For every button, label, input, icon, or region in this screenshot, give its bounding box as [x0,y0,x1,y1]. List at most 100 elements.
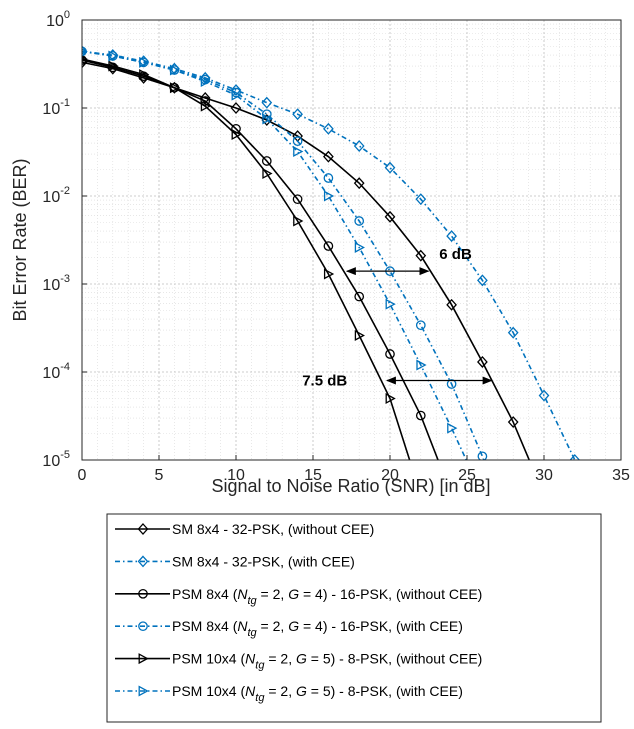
series-2-point [446,230,457,243]
legend-triangle-marker [138,685,149,697]
series-2-point [323,122,334,135]
series-6-point [416,359,427,371]
series-5-line [82,58,411,460]
y-tick-label: 10-3 [42,273,70,294]
x-tick-label: 0 [78,467,87,484]
series-1-point [507,416,519,429]
series-4-point [415,320,426,331]
series-3-point [231,123,241,134]
series-6-point [293,146,304,158]
plot-background [82,20,621,460]
series-1-point [384,210,396,223]
series-2-line [82,50,576,460]
series-2-point [415,193,427,206]
x-tick-label: 15 [304,467,322,484]
legend-label: PSM 10x4 (Ntg = 2, G = 5) - 8-PSK, (with… [172,651,482,672]
series-6-point [139,56,150,68]
legend: SM 8x4 - 32-PSK, (without CEE) SM 8x4 - 3… [106,513,602,723]
x-tick-label: 5 [155,467,164,484]
series-6-point [323,190,335,202]
annotation-label-2: 7.5 dB [302,373,347,390]
legend-entry-6: PSM 10x4 (Ntg = 2, G = 5) - 8-PSK, (with… [115,683,463,704]
series-2-point [230,84,242,97]
series-5-point [200,100,211,112]
series-1-point [477,356,488,368]
series-2-point [569,454,581,460]
series-2-point [384,161,396,174]
legend-circle-marker [138,621,148,632]
series-layer [82,45,581,460]
legend-entry-2: SM 8x4 - 32-PSK, (with CEE) [115,553,355,569]
plot-frame [81,19,622,461]
series-4-point [477,451,488,460]
series-3-point [261,156,272,166]
series-4-point [323,173,334,183]
series-5-point [323,268,335,280]
y-tick-label: 10-2 [42,185,70,206]
series-2-point [82,45,88,58]
series-1-point [323,150,334,163]
x-tick-label: 25 [458,467,476,484]
series-6-point [200,76,211,87]
legend-label: PSM 8x4 (Ntg = 2, G = 4) - 16-PSK, (with… [172,618,463,639]
series-2-point [292,108,303,121]
series-2-point [477,274,488,287]
series-5-point [169,82,181,94]
legend-label: PSM 8x4 (Ntg = 2, G = 4) - 16-PSK, (with… [172,586,482,607]
x-axis-label: Signal to Noise Ratio (SNR) [in dB] [211,476,490,496]
annotation-label-1: 6 dB [439,246,472,263]
annotation-layer: 6 dB 7.5 dB [302,246,493,390]
series-4-line [82,50,485,460]
x-tick-label: 35 [612,467,630,484]
legend-diamond-marker [137,555,149,568]
x-tick-label: 10 [227,467,245,484]
legend-entry-5: PSM 10x4 (Ntg = 2, G = 5) - 8-PSK, (with… [115,651,482,672]
series-6-point [231,89,242,101]
y-axis-label: Bit Error Rate (BER) [10,158,30,321]
legend-diamond-marker [137,523,149,535]
series-1-point [199,92,211,104]
legend-entry-3: PSM 8x4 (Ntg = 2, G = 4) - 16-PSK, (with… [115,586,482,607]
series-4-point [292,136,303,147]
series-3-point [415,410,426,421]
series-5 [82,55,411,460]
legend-label: SM 8x4 - 32-PSK, (without CEE) [172,521,374,537]
series-1-point [230,102,242,114]
series-3-point [292,194,303,205]
axis-ticks: 0 5 10 15 20 25 30 35 100 10-1 10-2 10-3 10-4 10-5 [42,9,630,484]
series-2-point [261,96,273,109]
series-1-point [446,298,457,311]
legend-circle-marker [138,588,148,599]
series-1-point [415,249,427,262]
series-6-point [354,241,365,253]
series-3-point [385,349,395,359]
series-4-point [354,216,365,226]
x-tick-label: 20 [381,467,399,484]
y-tick-label: 10-4 [42,361,70,382]
legend-box [106,513,602,723]
series-5-point [139,69,150,81]
series-2-point [507,326,519,339]
series-6-point [385,298,396,310]
y-tick-label: 10-5 [42,449,70,470]
legend-label: SM 8x4 - 32-PSK, (with CEE) [172,553,355,569]
series-5-point [385,393,396,404]
series-6-point [447,422,458,434]
series-5-point [293,215,304,227]
series-2-point [538,389,550,402]
series-6-point [262,113,273,125]
series-1-point [353,177,365,190]
series-3-point [354,291,365,302]
legend-triangle-marker [138,653,149,665]
y-tick-label: 100 [46,9,70,30]
legend-label: PSM 10x4 (Ntg = 2, G = 5) - 8-PSK, (with… [172,683,463,704]
series-5-point [108,60,119,72]
y-tick-label: 10-1 [42,97,70,118]
series-3-point [323,241,334,251]
series-2-point [353,140,365,152]
series-5-point [262,168,273,180]
series-5-point [354,329,365,341]
legend-entry-4: PSM 8x4 (Ntg = 2, G = 4) - 16-PSK, (with… [115,618,463,639]
series-5-point [231,129,242,140]
